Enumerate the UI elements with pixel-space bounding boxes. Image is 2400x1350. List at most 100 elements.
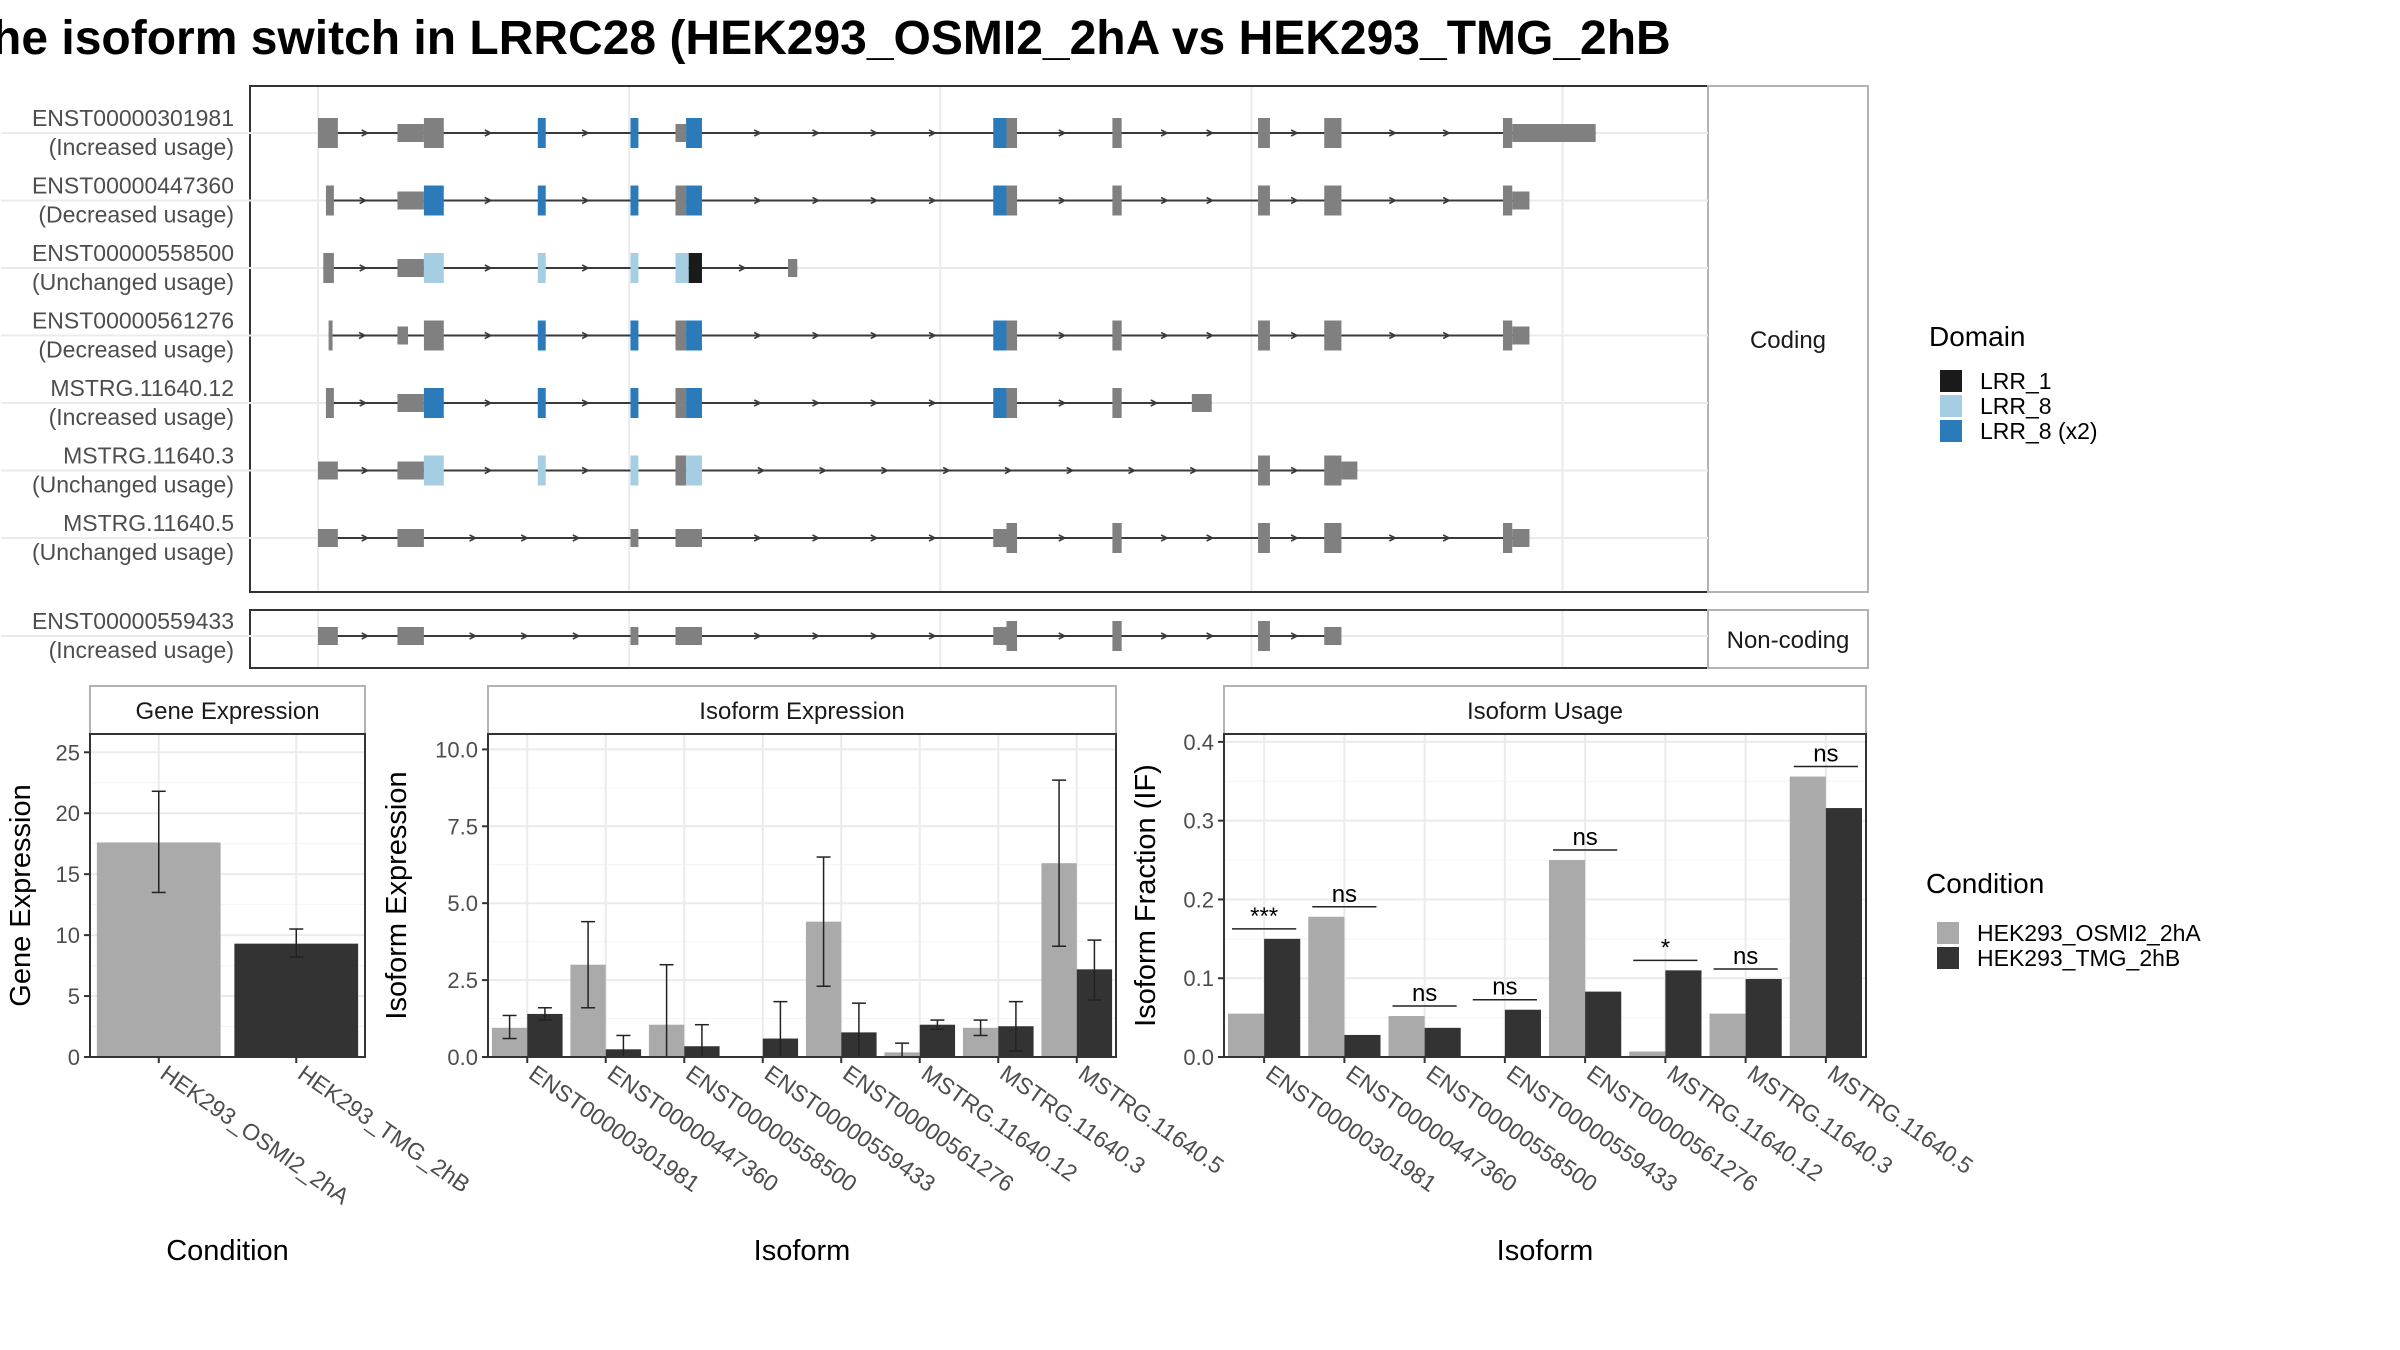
exon bbox=[1258, 320, 1270, 351]
intron-arrow bbox=[928, 129, 937, 137]
bar bbox=[1264, 938, 1301, 1057]
isoform-status-label: (Decreased usage) bbox=[38, 202, 234, 228]
bar bbox=[1629, 1051, 1666, 1057]
intron-arrow bbox=[870, 632, 879, 640]
intron-arrow bbox=[753, 534, 763, 542]
legend-domain-label: LRR_8 bbox=[1980, 393, 2052, 419]
exon bbox=[537, 253, 546, 283]
noncoding-strip-label: Non-coding bbox=[1727, 627, 1850, 654]
coding-strip-label: Coding bbox=[1750, 327, 1826, 354]
exon bbox=[1112, 523, 1122, 553]
bar bbox=[1504, 1009, 1541, 1057]
y-tick-label: 10.0 bbox=[435, 737, 478, 762]
exon bbox=[630, 388, 639, 418]
exon bbox=[993, 388, 1007, 418]
plot-border bbox=[487, 733, 1117, 1058]
legend-condition-label: HEK293_OSMI2_2hA bbox=[1977, 920, 2201, 946]
intron-arrow bbox=[1206, 534, 1215, 542]
exon bbox=[397, 529, 424, 547]
significance-label: ns bbox=[1733, 943, 1758, 970]
intron-arrow bbox=[1206, 129, 1215, 137]
exon bbox=[993, 320, 1007, 351]
exon bbox=[1112, 118, 1122, 148]
intron-arrow bbox=[484, 196, 493, 205]
intron-arrow bbox=[870, 129, 879, 137]
intron-arrow bbox=[1066, 466, 1075, 475]
exon bbox=[686, 185, 702, 216]
exon bbox=[993, 627, 1007, 645]
exon bbox=[1006, 523, 1018, 553]
exon bbox=[1258, 118, 1270, 148]
intron-arrow bbox=[484, 466, 493, 475]
isoform-row: ENST00000447360 (Decreased usage) bbox=[1, 173, 1708, 228]
isoform-row: ENST00000559433 (Increased usage) bbox=[1, 608, 1708, 663]
figure-title: he isoform switch in LRRC28 (HEK293_OSMI… bbox=[0, 12, 1671, 65]
bar bbox=[1549, 860, 1586, 1057]
intron-arrow bbox=[1058, 129, 1067, 137]
y-axis-title: Isoform Fraction (IF) bbox=[1130, 764, 1162, 1027]
intron-arrow bbox=[484, 264, 493, 272]
isoform-status-label: (Unchanged usage) bbox=[32, 472, 234, 498]
exon bbox=[675, 253, 689, 283]
bar bbox=[1825, 808, 1862, 1057]
y-tick-label: 0.4 bbox=[1183, 730, 1214, 755]
isoform-expression-chart: Isoform Expression0.02.55.07.510.0ENST00… bbox=[381, 685, 1229, 1267]
bar bbox=[1308, 916, 1345, 1057]
exon bbox=[1258, 621, 1270, 651]
exon bbox=[993, 529, 1007, 547]
exon bbox=[1112, 320, 1122, 351]
intron-arrow bbox=[753, 632, 763, 640]
exon bbox=[630, 118, 639, 148]
intron-arrow bbox=[753, 196, 763, 205]
x-axis-title: Isoform bbox=[1497, 1235, 1594, 1267]
intron-arrow bbox=[1058, 331, 1067, 340]
intron-arrow bbox=[1206, 632, 1215, 640]
isoform-row: ENST00000558500 (Unchanged usage) bbox=[1, 240, 1708, 295]
exon bbox=[537, 455, 546, 486]
legend-domain-title: Domain bbox=[1929, 321, 2025, 352]
y-tick-label: 20 bbox=[56, 801, 80, 826]
intron-arrow bbox=[942, 466, 951, 475]
exon bbox=[630, 320, 639, 351]
exon bbox=[318, 627, 338, 645]
panel-strip bbox=[487, 685, 1117, 735]
noncoding-strip bbox=[1707, 609, 1869, 669]
intron-arrow bbox=[812, 534, 821, 542]
intron-arrow bbox=[581, 196, 590, 205]
bar bbox=[1709, 1013, 1746, 1057]
legend-condition-title: Condition bbox=[1926, 868, 2044, 899]
y-tick-label: 7.5 bbox=[447, 814, 478, 839]
intron-arrow bbox=[359, 399, 368, 407]
legend-domain-key bbox=[1940, 395, 1962, 417]
exon bbox=[1324, 118, 1342, 148]
intron-arrow bbox=[361, 534, 370, 542]
panel-title: Gene Expression bbox=[135, 698, 319, 725]
intron-arrow bbox=[870, 399, 879, 407]
intron-arrow bbox=[880, 466, 890, 475]
isoform-id-label: ENST00000559433 bbox=[32, 608, 234, 634]
isoform-row: MSTRG.11640.3 (Unchanged usage) bbox=[1, 443, 1708, 498]
exon bbox=[1112, 388, 1122, 418]
exon bbox=[630, 185, 639, 216]
isoform-id-label: ENST00000561276 bbox=[32, 308, 234, 334]
exon bbox=[1512, 529, 1530, 547]
intron-arrow bbox=[1290, 632, 1299, 640]
x-axis-title: Condition bbox=[166, 1235, 289, 1267]
exon bbox=[1324, 455, 1342, 486]
exon bbox=[325, 388, 334, 418]
exon bbox=[675, 320, 687, 351]
intron-arrow bbox=[1388, 196, 1398, 205]
exon bbox=[397, 461, 424, 480]
exon bbox=[1502, 185, 1513, 216]
intron-arrow bbox=[572, 534, 581, 542]
exon bbox=[1324, 627, 1342, 645]
isoform-id-label: ENST00000558500 bbox=[32, 240, 234, 266]
intron-arrow bbox=[1290, 331, 1299, 340]
exon bbox=[1006, 621, 1018, 651]
exon bbox=[993, 185, 1007, 216]
isoform-status-label: (Decreased usage) bbox=[38, 337, 234, 363]
exon bbox=[318, 118, 338, 148]
exon bbox=[328, 320, 333, 351]
